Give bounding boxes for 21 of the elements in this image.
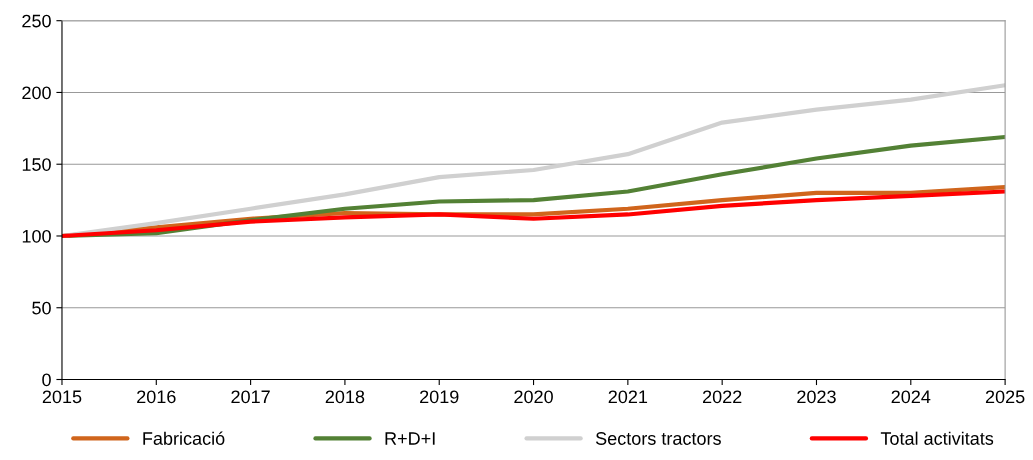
x-tick-label: 2025: [985, 390, 1025, 404]
y-tick-label: 150: [22, 158, 51, 171]
x-tick-label: 2016: [137, 390, 176, 404]
legend-label: Fabricació: [143, 431, 225, 445]
x-tick-label: 2018: [325, 390, 365, 404]
legend-label: R+D+I: [385, 432, 435, 445]
y-tick-label: 50: [32, 301, 51, 315]
y-tick-label: 100: [22, 229, 51, 243]
x-tick-label: 2015: [42, 390, 82, 404]
y-tick-label: 0: [42, 373, 51, 387]
y-tick-label: 250: [22, 14, 51, 28]
x-tick-label: 2017: [231, 390, 270, 404]
x-tick-label: 2021: [608, 390, 648, 404]
x-tick-label: 2019: [420, 390, 459, 404]
x-tick-label: 2022: [703, 390, 742, 404]
legend-label: Total activitats: [880, 431, 994, 445]
y-tick-label: 200: [22, 86, 51, 100]
x-tick-label: 2024: [891, 390, 931, 404]
legend-label: Sectors tractors: [595, 432, 721, 445]
x-tick-label: 2023: [797, 390, 836, 404]
x-tick-label: 2020: [514, 390, 553, 404]
